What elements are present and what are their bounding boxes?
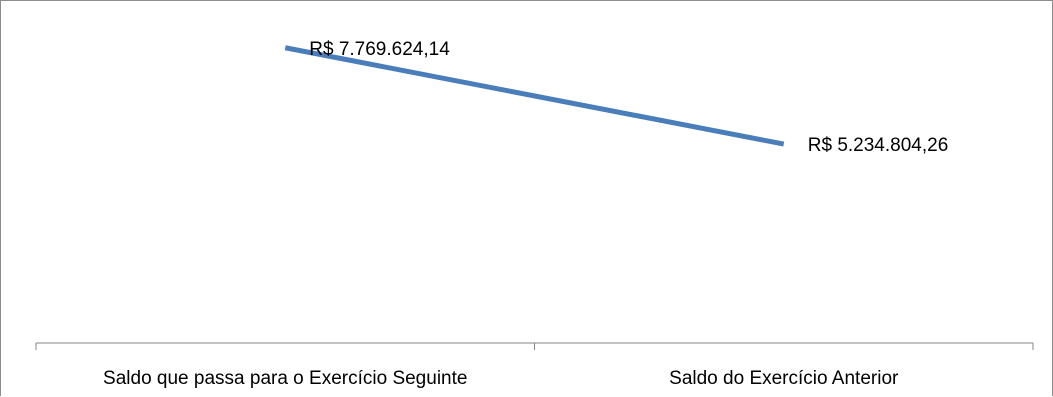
category-label-layer: Saldo que passa para o Exercício Seguint… xyxy=(103,368,899,389)
data-label: R$ 7.769.624,14 xyxy=(309,39,450,60)
x-tick-label: Saldo que passa para o Exercício Seguint… xyxy=(103,368,467,389)
x-tick-label: Saldo do Exercício Anterior xyxy=(669,368,899,389)
data-label-layer: R$ 7.769.624,14 R$ 5.234.804,26 xyxy=(309,39,948,156)
data-label: R$ 5.234.804,26 xyxy=(808,135,949,156)
series-line xyxy=(285,48,784,144)
x-axis xyxy=(36,343,1033,350)
series-layer xyxy=(285,48,784,144)
